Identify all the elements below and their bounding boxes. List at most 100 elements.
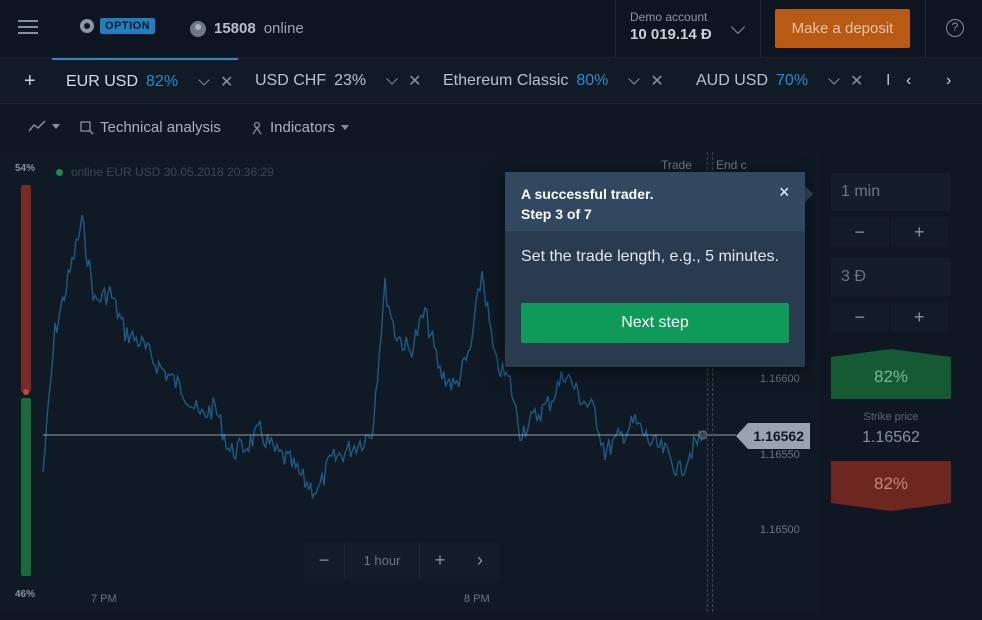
indicator-icon (252, 121, 262, 134)
amount-decrease-button[interactable]: − (831, 302, 889, 332)
chevron-down-icon[interactable] (386, 73, 398, 85)
end-column-label: End c (716, 158, 747, 172)
price-tick: 1.16550 (760, 449, 800, 461)
chart-type-selector[interactable] (28, 119, 60, 133)
price-line-chart (42, 214, 736, 500)
call-up-button[interactable]: 82% (831, 349, 951, 399)
brand-logo[interactable]: OPTION (80, 18, 156, 34)
amount-increase-button[interactable]: + (890, 302, 948, 332)
tab-usd-chf[interactable]: USD CHF 23% ✕ (255, 58, 422, 104)
tab-payout: 80% (576, 72, 609, 89)
chart-toolbar: Technical analysis Indicators (0, 105, 820, 151)
chevron-down-icon[interactable] (828, 73, 840, 85)
popup-title: A successful trader. (521, 186, 654, 202)
online-status-dot (56, 168, 63, 176)
hamburger-menu-icon[interactable] (18, 20, 38, 36)
tab-payout: 23% (334, 72, 367, 89)
deposit-button[interactable]: Make a deposit (775, 9, 910, 48)
price-line (42, 214, 704, 500)
strike-price-value: 1.16562 (862, 429, 920, 446)
logo-icon (80, 19, 94, 33)
popup-header: A successful trader. Step 3 of 7 (505, 172, 805, 231)
account-balance: 10 019.14 Đ (630, 26, 712, 43)
tab-label: Ethereum Classic (443, 72, 569, 89)
duration-field[interactable]: 1 min (831, 173, 950, 211)
online-count: 15808 (214, 20, 256, 37)
divider (615, 0, 616, 58)
next-step-button[interactable]: Next step (521, 303, 789, 343)
current-price-flag: 1.16562 (736, 423, 810, 449)
caret-down-icon (341, 125, 350, 130)
magnifier-icon (80, 120, 94, 135)
trade-column-label: Trade (661, 158, 692, 172)
price-tick: 1.16500 (760, 524, 800, 536)
sentiment-down-pct: 46% (15, 589, 36, 600)
amount-stepper: − + (831, 302, 950, 332)
duration-decrease-button[interactable]: − (831, 217, 889, 247)
user-icon (190, 20, 206, 37)
duration-increase-button[interactable]: + (890, 217, 948, 247)
line-chart-icon (28, 120, 46, 132)
zoom-next-button[interactable]: › (477, 550, 483, 570)
tab-label: EUR USD (66, 73, 139, 90)
asset-status: online EUR USD 30.05.2018 20:36:29 (56, 165, 274, 179)
amount-field[interactable]: 3 Đ (831, 258, 950, 296)
online-users: 15808 online (190, 20, 304, 37)
close-icon[interactable]: ✕ (408, 73, 422, 90)
divider (925, 0, 926, 58)
divider (760, 0, 761, 58)
indicators-button[interactable]: Indicators (250, 119, 350, 136)
duration-stepper: − + (831, 217, 950, 247)
zoom-value: 1 hour (344, 543, 420, 578)
tab-aud-usd[interactable]: AUD USD 70% ✕ (696, 58, 863, 104)
indicators-label: Indicators (270, 119, 336, 136)
brand-badge: OPTION (100, 18, 156, 34)
tab-label: AUD USD (696, 72, 769, 89)
tabs-next-icon[interactable]: › (946, 72, 952, 89)
chevron-down-icon[interactable] (198, 74, 210, 86)
online-label: online (263, 20, 304, 37)
popup-text: Set the trade length, e.g., 5 minutes. (521, 248, 779, 265)
strike-price-label: Strike price (863, 411, 919, 423)
tab-payout: 70% (776, 72, 809, 89)
tabs-prev-icon[interactable]: ‹ (906, 72, 912, 89)
close-icon[interactable]: × (779, 182, 790, 202)
current-price-marker (698, 430, 708, 440)
time-zoom-control: − 1 hour + › (304, 543, 500, 578)
tab-label: I (886, 72, 891, 89)
asset-tabs: + EUR USD 82% ✕ USD CHF 23% ✕ Ethereum C… (0, 58, 982, 104)
close-icon[interactable]: ✕ (220, 74, 234, 91)
time-tick: 7 PM (91, 593, 117, 605)
popup-step: Step 3 of 7 (521, 206, 592, 222)
trade-time-line (707, 152, 708, 612)
popup-pointer (805, 186, 813, 202)
sentiment-marker (23, 389, 29, 395)
zoom-in-button[interactable]: + (434, 550, 446, 570)
sentiment-up-bar (21, 398, 31, 576)
asset-info: online EUR USD 30.05.2018 20:36:29 (71, 165, 274, 179)
chevron-down-icon[interactable] (730, 19, 746, 35)
add-tab-button[interactable]: + (24, 70, 36, 92)
tab-payout: 82% (146, 73, 179, 90)
chevron-down-icon[interactable] (628, 73, 641, 85)
zoom-out-button[interactable]: − (318, 550, 330, 570)
close-icon[interactable]: ✕ (850, 73, 864, 90)
close-icon[interactable]: ✕ (650, 73, 664, 90)
caret-down-icon (52, 123, 60, 129)
sentiment-down-bar (21, 185, 31, 392)
price-tick: 1.16600 (760, 373, 800, 385)
tab-label: USD CHF (255, 72, 327, 89)
account-label: Demo account (630, 10, 708, 24)
tab-partial[interactable]: I (886, 58, 890, 104)
account-selector[interactable]: Demo account 10 019.14 Đ (630, 10, 712, 43)
technical-analysis-label: Technical analysis (100, 119, 221, 136)
tutorial-popup: A successful trader. Step 3 of 7 × Set t… (505, 172, 805, 367)
put-down-button[interactable]: 82% (831, 461, 951, 511)
tab-ethereum-classic[interactable]: Ethereum Classic 80% ✕ (443, 58, 664, 104)
time-tick: 8 PM (464, 593, 490, 605)
tab-eur-usd[interactable]: EUR USD 82% ✕ (52, 58, 238, 104)
technical-analysis-button[interactable]: Technical analysis (80, 119, 221, 136)
help-icon[interactable]: ? (946, 19, 964, 37)
sentiment-up-pct: 54% (15, 163, 36, 174)
top-bar: OPTION 15808 online Demo account 10 019.… (0, 0, 982, 58)
